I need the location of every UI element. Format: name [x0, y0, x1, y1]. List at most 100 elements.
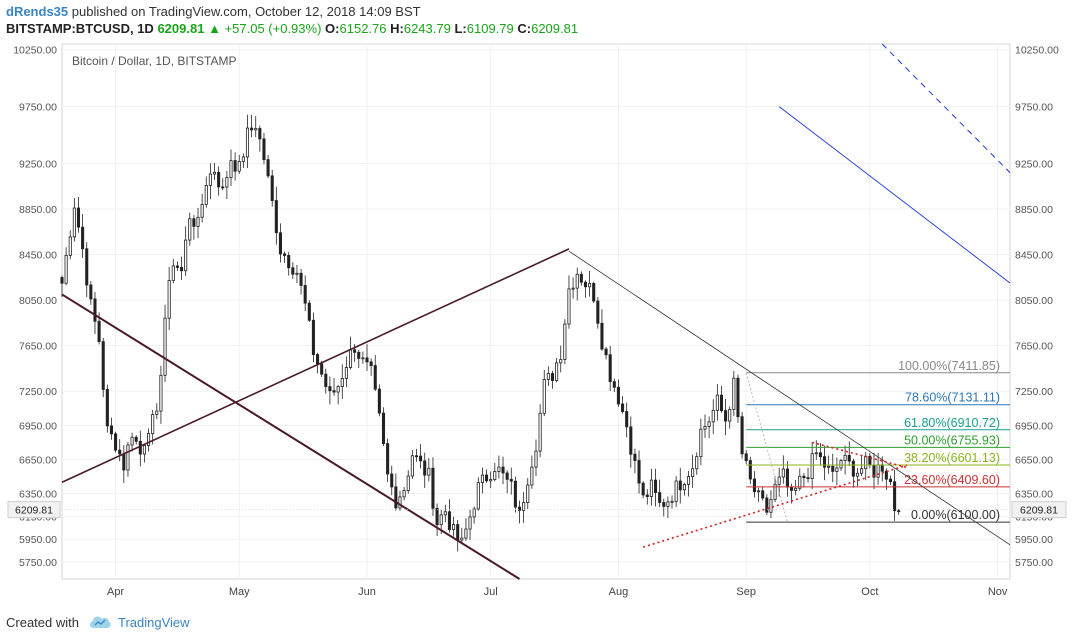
low-label: L: [454, 21, 467, 36]
candle-body [810, 453, 814, 479]
candle-body [175, 265, 179, 268]
price-value: 6209.81 [157, 21, 205, 36]
high-value: 6243.79 [403, 21, 451, 36]
candle-body [324, 373, 328, 388]
candle-body [142, 445, 146, 455]
candle-body [864, 455, 868, 470]
candle-body [447, 511, 451, 530]
candle-body [678, 480, 682, 491]
candle-body [217, 171, 221, 188]
candle-body [208, 173, 212, 186]
candle-body [328, 386, 332, 392]
candle-body [237, 161, 241, 172]
candle-body [340, 378, 344, 387]
candle-body [159, 374, 163, 412]
y-tick-label-left: 9250.00 [19, 159, 57, 171]
candle-body [831, 465, 835, 472]
candle-body [179, 267, 184, 272]
candle-body [629, 426, 633, 455]
candle-body [686, 476, 691, 485]
candle-body [695, 456, 699, 470]
candle-body [559, 359, 563, 364]
candle-body [732, 377, 736, 410]
price-chart[interactable]: 100.00%(7411.85) 78.60%(7131.11) 61.80%(69… [0, 38, 1073, 606]
candle-body [649, 479, 653, 497]
candle-body [794, 487, 798, 491]
x-tick-label: Jun [358, 586, 376, 598]
resistance-line [568, 250, 1011, 546]
candle-body [546, 373, 550, 380]
tradingview-brand-link[interactable]: TradingView [118, 615, 190, 630]
candle-body [790, 486, 794, 491]
x-tick-label: Apr [107, 586, 124, 598]
candle-body [728, 409, 732, 422]
candle-body [336, 386, 340, 393]
y-tick-label-right: 8450.00 [1015, 250, 1053, 262]
y-tick-label-left: 9750.00 [19, 102, 57, 114]
fib-level-label: 61.80%(6910.72) [904, 416, 1000, 430]
candle-body [381, 412, 386, 444]
candle-body [822, 456, 827, 468]
fib-level-label: 78.60%(7131.11) [905, 391, 1000, 405]
author-link[interactable]: dRends35 [6, 4, 69, 19]
y-tick-label-left: 10250.00 [13, 45, 57, 57]
candle-body [357, 351, 361, 359]
candle-body [765, 497, 769, 513]
candle-body [493, 471, 497, 480]
candle-body [225, 177, 229, 188]
publish-line: dRends35 published on TradingView.com, O… [6, 4, 421, 19]
candle-body [645, 494, 649, 497]
x-tick-label: Nov [988, 586, 1008, 598]
candle-body [394, 486, 398, 509]
candle-body [480, 474, 484, 483]
y-tick-label-left: 8050.00 [19, 295, 57, 307]
chart-axes: 10250.00 10250.00 9750.00 9750.00 9250.00 925… [7, 45, 1067, 598]
candle-body [476, 482, 480, 510]
candle-body [513, 480, 517, 508]
candle-body [703, 426, 707, 430]
fib-level-label: 50.00%(6755.93) [904, 433, 1000, 447]
candle-body [443, 511, 447, 516]
candle-body [612, 381, 616, 388]
candle-body [369, 361, 373, 366]
candle-body [85, 248, 89, 286]
candle-body [167, 280, 171, 319]
candle-body [489, 479, 493, 482]
drawing-overlays: 100.00%(7411.85) 78.60%(7131.11) 61.80%(69… [61, 43, 1011, 580]
candle-body [233, 160, 237, 172]
candle-body [682, 484, 686, 491]
candle-body [691, 468, 695, 477]
candle-body [361, 357, 365, 360]
candle-body [670, 500, 674, 503]
candle-body [880, 464, 884, 472]
candle-body [761, 490, 765, 499]
candle-body [509, 478, 513, 482]
candle-body [452, 524, 456, 530]
candle-body [348, 349, 353, 368]
candle-body [151, 414, 155, 434]
candle-body [410, 455, 414, 477]
candle-body [221, 186, 225, 189]
candle-body [653, 479, 658, 493]
x-tick-label: Sep [736, 586, 756, 598]
candle-body [505, 472, 509, 480]
candle-body [843, 454, 847, 461]
y-tick-label-right: 9750.00 [1015, 102, 1053, 114]
candle-body [851, 460, 855, 477]
candle-body [241, 156, 245, 162]
candle-body [229, 160, 233, 179]
candle-body [637, 460, 641, 484]
candle-body [773, 483, 777, 500]
y-tick-label-right: 5750.00 [1015, 557, 1053, 569]
candle-body [616, 386, 620, 405]
ohlc-line: BITSTAMP:BTCUSD, 1D 6209.81 ▲ +57.05 (+0… [6, 21, 578, 36]
candle-body [439, 514, 443, 526]
candle-body [707, 421, 711, 427]
candle-body [155, 410, 159, 415]
triangle-lower [642, 464, 908, 548]
candle-body [81, 226, 85, 250]
created-with-label: Created with [6, 615, 79, 630]
x-tick-label: Oct [861, 586, 878, 598]
candle-body [855, 472, 860, 477]
candle-body [365, 357, 369, 363]
